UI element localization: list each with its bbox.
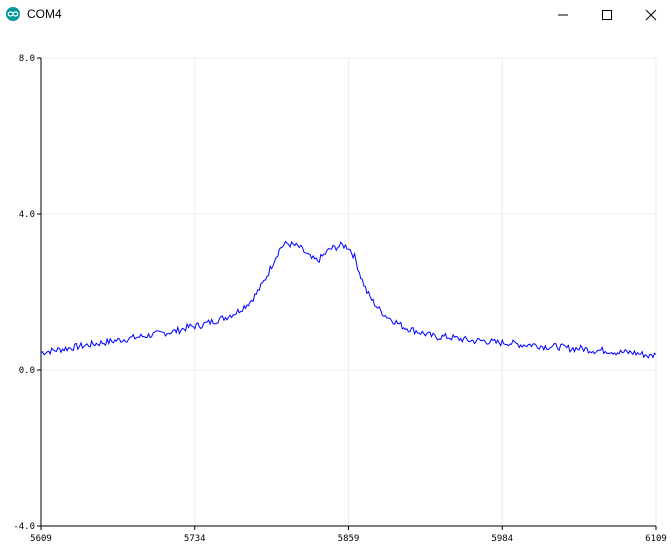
x-tick-label: 5609 — [30, 534, 52, 544]
y-tick-label: 8.0 — [19, 54, 35, 64]
minimize-icon — [558, 14, 568, 16]
x-tick-label: 5859 — [338, 534, 360, 544]
close-icon — [645, 9, 657, 21]
maximize-button[interactable] — [584, 0, 630, 30]
maximize-icon — [602, 10, 612, 20]
window-title: COM4 — [27, 7, 62, 21]
series-line — [40, 240, 657, 359]
x-tick-label: 6109 — [645, 534, 667, 544]
y-tick-label: -4.0 — [13, 522, 35, 532]
close-button[interactable] — [628, 0, 671, 30]
y-tick-label: 4.0 — [19, 210, 35, 220]
serial-plotter-chart: 8.0 4.0 0.0 -4.0 5609 5734 5859 5984 6109 — [13, 54, 667, 544]
arduino-infinity-icon — [6, 7, 20, 21]
minimize-button[interactable] — [540, 0, 586, 30]
y-tick-label: 0.0 — [19, 366, 35, 376]
x-tick-label: 5984 — [491, 534, 513, 544]
title-bar[interactable]: COM4 — [0, 0, 671, 30]
x-tick-label: 5734 — [184, 534, 206, 544]
